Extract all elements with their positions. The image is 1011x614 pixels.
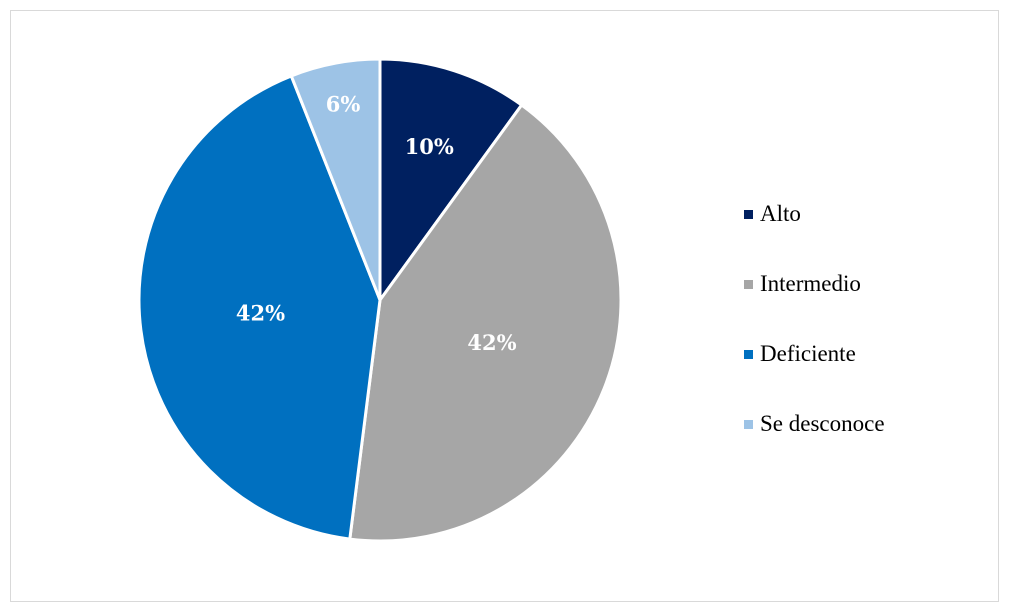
legend-label-se-desconoce: Se desconoce	[760, 411, 885, 436]
data-label-se-desconoce: 6%	[326, 91, 361, 116]
legend-swatch-intermedio	[744, 279, 753, 289]
legend-swatch-alto	[744, 209, 753, 219]
pie-slice-se-desconoce	[289, 57, 382, 302]
pie-slices	[137, 57, 623, 543]
legend-item-se-desconoce: Se desconoce	[744, 406, 994, 442]
pie-data-labels: 10% 42% 42% 6%	[236, 91, 517, 355]
pie-slice-alto	[378, 57, 524, 302]
data-label-deficiente: 42%	[236, 301, 285, 326]
legend-swatch-se-desconoce	[744, 419, 753, 429]
legend-item-intermedio: Intermedio	[744, 266, 994, 302]
legend-label-alto: Alto	[760, 201, 801, 226]
legend-swatch-deficiente	[744, 349, 753, 359]
pie-slice-deficiente	[137, 74, 382, 541]
legend-label-deficiente: Deficiente	[760, 341, 856, 366]
data-label-alto: 10%	[405, 134, 454, 159]
legend-label-intermedio: Intermedio	[760, 271, 861, 296]
legend-item-deficiente: Deficiente	[744, 336, 994, 372]
chart-legend: Alto Intermedio Deficiente Se desconoce	[744, 196, 994, 476]
data-label-intermedio: 42%	[467, 330, 516, 355]
legend-item-alto: Alto	[744, 196, 994, 232]
pie-slice-intermedio	[348, 103, 623, 543]
